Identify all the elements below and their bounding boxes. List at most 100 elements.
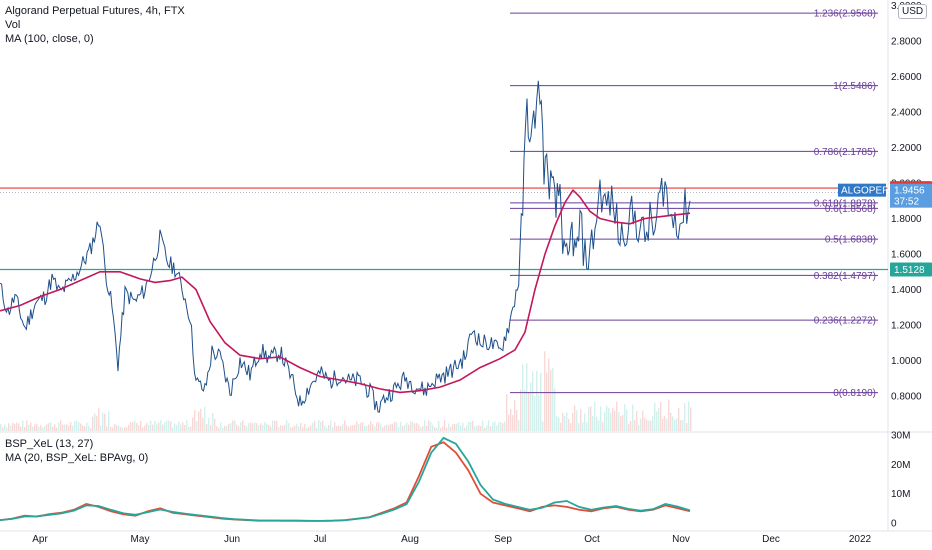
volume-bar xyxy=(192,417,194,431)
volume-bar xyxy=(146,423,148,431)
volume-bar xyxy=(208,417,210,431)
volume-bar xyxy=(76,420,78,431)
volume-bar xyxy=(358,423,360,431)
volume-bar xyxy=(332,426,334,431)
volume-bar xyxy=(4,424,6,431)
volume-bar xyxy=(266,423,268,431)
volume-bar xyxy=(90,427,92,431)
volume-bar xyxy=(378,422,380,431)
volume-bar xyxy=(46,424,48,431)
horizontal-lines[interactable] xyxy=(0,187,888,271)
volume-bar xyxy=(648,420,650,431)
volume-bar xyxy=(674,419,676,431)
volume-bar xyxy=(632,404,634,431)
oscillator-legend[interactable]: BSP_XeL (13, 27) xyxy=(5,438,94,450)
volume-legend[interactable]: Vol xyxy=(5,19,21,31)
time-tick-label: May xyxy=(131,534,150,545)
volume-bar xyxy=(310,425,312,431)
time-tick-label: Sep xyxy=(494,534,512,545)
volume-bar xyxy=(194,410,196,431)
ma-legend[interactable]: MA (100, close, 0) xyxy=(5,33,94,45)
volume-bar xyxy=(128,424,130,431)
volume-bar xyxy=(86,422,88,431)
volume-bar xyxy=(52,426,54,431)
volume-bar xyxy=(644,417,646,431)
volume-bar xyxy=(536,370,538,431)
volume-bar xyxy=(260,423,262,431)
volume-bar xyxy=(246,426,248,431)
oscillator-tick-label: 30M xyxy=(891,431,910,442)
volume-bar xyxy=(448,423,450,431)
volume-bar xyxy=(120,426,122,431)
volume-bar xyxy=(466,425,468,431)
volume-bar xyxy=(396,422,398,431)
volume-bar xyxy=(580,409,582,431)
time-tick-label: Dec xyxy=(762,534,780,545)
volume-bar xyxy=(108,411,110,431)
volume-bar xyxy=(164,422,166,431)
volume-bar xyxy=(166,420,168,431)
volume-bar xyxy=(34,424,36,431)
volume-bar xyxy=(78,422,80,431)
volume-bar xyxy=(66,424,68,431)
volume-bar xyxy=(156,424,158,431)
volume-bar xyxy=(456,423,458,431)
volume-bar xyxy=(608,408,610,431)
volume-bar xyxy=(330,420,332,431)
volume-bar xyxy=(144,425,146,431)
volume-bar xyxy=(412,421,414,431)
volume-bar xyxy=(540,372,542,431)
volume-bar xyxy=(2,427,4,431)
currency-button[interactable]: USD xyxy=(898,4,928,19)
volume-bar xyxy=(338,425,340,431)
volume-bar xyxy=(562,412,564,431)
volume-bar xyxy=(64,424,66,431)
volume-bar xyxy=(658,408,660,431)
volume-bar xyxy=(488,420,490,431)
teal-line-price-tag-bg xyxy=(890,262,932,277)
volume-bar xyxy=(220,422,222,431)
volume-bar xyxy=(150,420,152,431)
volume-bar xyxy=(414,423,416,431)
volume-bar xyxy=(32,426,34,431)
last-price-tag-bg xyxy=(890,183,932,208)
time-axis[interactable]: Apr May Jun Jul Aug Sep Oct Nov Dec 2022 xyxy=(32,534,871,545)
volume-bar xyxy=(350,425,352,431)
last-price-tag: 1.9456 xyxy=(894,186,925,197)
volume-bar xyxy=(0,424,2,431)
volume-bar xyxy=(656,411,658,431)
symbol-tag-bg xyxy=(838,183,886,197)
volume-bar xyxy=(96,416,98,431)
volume-bar xyxy=(588,407,590,431)
volume-bar xyxy=(438,421,440,431)
volume-bar xyxy=(36,423,38,431)
fibonacci-levels[interactable]: 1.236(2.9568) 1(2.5486) 0.786(2.1785) 0.618… xyxy=(510,9,878,399)
volume-bar xyxy=(594,401,596,431)
volume-bar xyxy=(492,422,494,431)
volume-bar xyxy=(288,423,290,431)
volume-bar xyxy=(256,423,258,431)
volume-bar xyxy=(54,424,56,431)
volume-bar xyxy=(180,424,182,431)
time-tick-label: Apr xyxy=(32,534,48,545)
price-tick-label: 1.8000 xyxy=(891,214,922,225)
volume-bar xyxy=(522,364,524,431)
volume-bar xyxy=(458,422,460,431)
volume-bar xyxy=(472,420,474,431)
volume-bar xyxy=(372,424,374,431)
chart-title-legend[interactable]: Algorand Perpetual Futures, 4h, FTX xyxy=(5,5,185,17)
volume-bar xyxy=(524,389,526,431)
oscillator-ma-legend[interactable]: MA (20, BSP_XeL: BPAvg, 0) xyxy=(5,452,149,464)
volume-bar xyxy=(142,427,144,431)
volume-bar xyxy=(324,425,326,431)
volume-bar xyxy=(684,403,686,431)
volume-bar xyxy=(84,426,86,431)
price-tick-label: 1.2000 xyxy=(891,321,922,332)
grid-lines xyxy=(0,0,932,532)
volume-bar xyxy=(586,422,588,431)
volume-bar xyxy=(206,424,208,431)
volume-bar xyxy=(268,424,270,431)
volume-bar xyxy=(148,424,150,431)
volume-bar xyxy=(72,425,74,431)
